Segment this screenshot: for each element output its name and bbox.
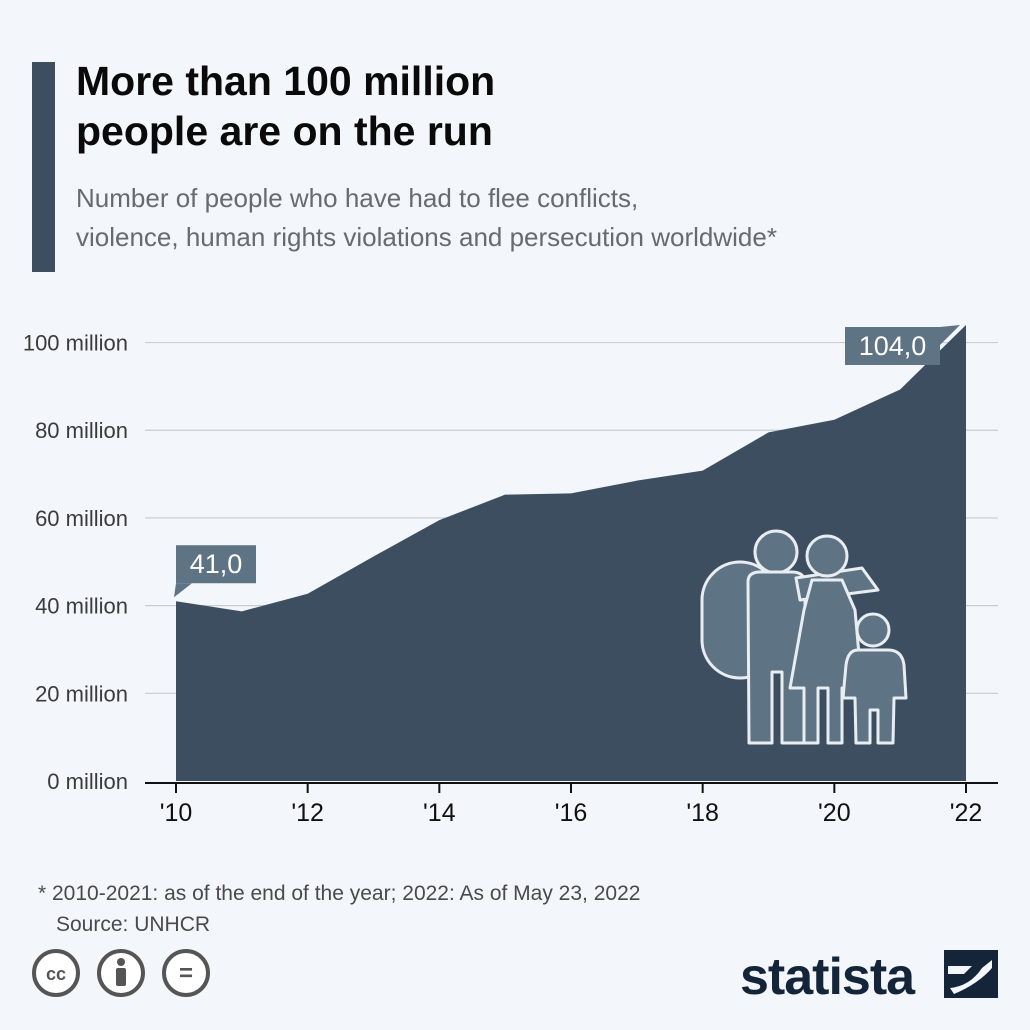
subtitle-line-2: violence, human rights violations and pe… — [76, 222, 777, 252]
title-accent-bar — [32, 62, 55, 272]
data-label-box — [176, 545, 256, 584]
data-label-pointer — [174, 583, 192, 598]
axes: 0 million 20 million 40 million 60 million 8… — [23, 331, 998, 827]
statista-logo[interactable]: statista — [738, 938, 1008, 1008]
statista-mark-icon — [944, 950, 998, 998]
attribution-icon[interactable] — [97, 949, 145, 997]
y-tick-label: 0 million — [47, 769, 128, 794]
brand-wordmark: statista — [740, 948, 916, 1006]
x-tick-label: '10 — [160, 799, 193, 827]
data-label-text: 41,0 — [190, 549, 243, 579]
title-line-2: people are on the run — [76, 108, 493, 154]
child-body — [841, 648, 908, 745]
x-tick-label: '14 — [423, 799, 456, 827]
child-head — [855, 612, 891, 648]
cc-glyph: cc — [46, 964, 66, 984]
x-tick-label: '12 — [291, 799, 324, 827]
license-icons: cc = — [32, 949, 210, 997]
man-body — [746, 570, 807, 745]
x-tick-label: '18 — [686, 799, 719, 827]
title-line-1: More than 100 million — [76, 58, 496, 104]
woman-head — [805, 534, 849, 578]
y-tick-label: 40 million — [35, 594, 128, 619]
footnote-text: * 2010-2021: as of the end of the year; … — [38, 882, 641, 905]
x-tick-label: '22 — [950, 799, 983, 827]
chart-subtitle: Number of people who have had to flee co… — [76, 179, 976, 257]
y-tick-label: 80 million — [35, 418, 128, 443]
area-chart: 0 million 20 million 40 million 60 million 8… — [23, 325, 998, 827]
cc-icon[interactable]: cc — [32, 949, 80, 997]
footnote: * 2010-2021: as of the end of the year; … — [38, 878, 938, 940]
man-head — [753, 529, 799, 575]
data-label: 104,0 — [845, 325, 960, 365]
no-derivatives-icon[interactable]: = — [162, 949, 210, 997]
x-tick-label: '16 — [555, 799, 588, 827]
data-label-text: 104,0 — [859, 331, 927, 361]
data-labels: 41,0 104,0 — [174, 325, 960, 598]
refugee-family-icon — [700, 529, 908, 745]
data-label-pointer — [940, 325, 960, 345]
y-tick-label: 60 million — [35, 506, 128, 531]
data-label: 41,0 — [174, 545, 256, 598]
x-tick-label: '20 — [818, 799, 851, 827]
no-derivatives-glyph: = — [179, 960, 193, 987]
y-tick-label: 20 million — [35, 681, 128, 706]
subtitle-line-1: Number of people who have had to flee co… — [76, 183, 639, 213]
y-tick-label: 100 million — [23, 331, 128, 356]
chart-title: More than 100 million people are on the … — [76, 56, 696, 156]
source-text: Source: UNHCR — [56, 913, 211, 936]
data-label-box — [845, 327, 940, 365]
